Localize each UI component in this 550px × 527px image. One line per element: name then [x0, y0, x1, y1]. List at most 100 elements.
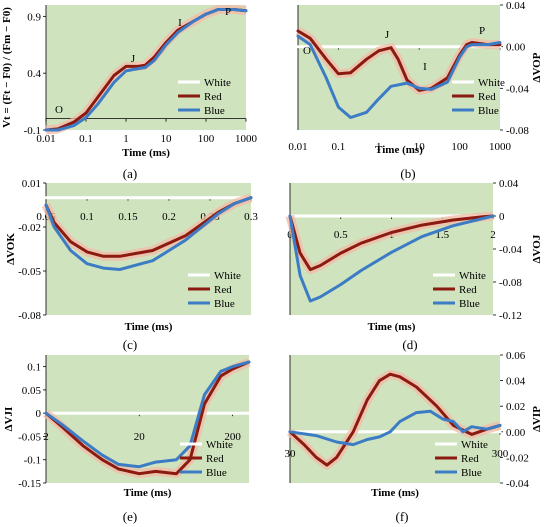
panel-caption: (a): [123, 166, 137, 181]
legend-label-red: Red: [459, 284, 477, 296]
y-tick-label: -0.15: [18, 478, 41, 490]
panel-f: 0.06 0.04 0.02 0.00 -0.02 -0.04 30 300 White Red B…: [285, 350, 544, 524]
x-tick-label: 2: [43, 431, 49, 443]
y-tick-label: -0.08: [506, 125, 529, 137]
y-tick-label: -0.04: [499, 244, 522, 256]
y-tick-label: -0.1: [24, 125, 41, 137]
y-tick-label: -0.02: [18, 222, 41, 234]
panel-caption: (e): [123, 509, 137, 524]
x-tick-label: 0: [287, 229, 293, 241]
series-blue: [288, 214, 495, 303]
y-axis-title: ΔVOJ: [531, 234, 543, 263]
x-axis-title: Time (ms): [124, 487, 172, 499]
annotation-j: J: [385, 29, 390, 41]
panel-d: 0.040-0.04-0.08-0.120 0.5 1 1.5 2WhiteRedBlu…: [285, 178, 543, 352]
y-tick-label: 0.02: [506, 401, 525, 413]
legend-label-blue: Blue: [206, 467, 227, 479]
series-blue: [44, 196, 253, 271]
legend-label-white: White: [204, 77, 231, 89]
x-tick-label: 2: [490, 229, 496, 241]
legend-label-blue: Blue: [204, 105, 225, 117]
y-axis-title: ΔVIP: [531, 406, 543, 432]
y-axis-title: ΔVJI: [3, 407, 15, 432]
panel-caption: (f): [396, 509, 409, 524]
x-tick-label: 20: [134, 431, 146, 443]
annotation-i: I: [178, 17, 182, 29]
x-tick-label: 0.01: [36, 133, 55, 145]
annotation-j: J: [131, 53, 136, 65]
y-tick-label: -0.05: [18, 266, 41, 278]
x-tick-label: 100: [451, 141, 468, 153]
series-blue: [44, 8, 248, 132]
x-tick-label: 1: [123, 133, 129, 145]
y-tick-label: 0.00: [506, 42, 526, 54]
y-tick-label: -0.02: [506, 452, 529, 464]
x-tick-label: 200: [224, 431, 241, 443]
legend-label-red: Red: [214, 284, 232, 296]
annotation-o: O: [303, 45, 311, 57]
y-tick-label: 0.04: [506, 0, 526, 12]
x-tick-label: 300: [492, 448, 509, 460]
panel-c: 0.01-0.02-0.05-0.080.05 0.1 0.15 0.2 0.25 0.3…: [5, 178, 258, 352]
series-blue: [296, 34, 502, 119]
legend-label-white: White: [206, 439, 233, 451]
x-axis-title: Time (ms): [368, 321, 416, 333]
x-axis-title: Time (ms): [375, 144, 423, 156]
y-tick-label: 0.04: [506, 376, 526, 388]
y-tick-label: -0.08: [499, 277, 522, 289]
panel-a: -0.1 0.4 0.9 0.01 0.1 1 10 100 1000 O J I P White Red B…: [1, 5, 258, 181]
legend-label-blue: Blue: [214, 298, 235, 310]
y-axis-title: Vt = (Ft − F0) / (Fm − F0): [1, 7, 13, 128]
y-tick-label: -0.05: [18, 431, 41, 443]
legend-label-blue: Blue: [459, 298, 480, 310]
x-tick-label: 0.1: [79, 133, 93, 145]
x-axis-title: Time (ms): [122, 147, 170, 159]
annotation-o: O: [55, 104, 63, 116]
legend-label-white: White: [214, 270, 241, 282]
panel-b: 0.04 0.00 -0.04 -0.08 0.01 0.1 1 10 100 1000 O J I P W…: [288, 0, 543, 181]
y-tick-label: -0.1: [24, 455, 41, 467]
y-tick-label: -0.08: [18, 310, 41, 322]
y-tick-label: 0.9: [27, 11, 41, 23]
legend-label-red: Red: [478, 91, 496, 103]
annotation-i: I: [423, 61, 427, 73]
x-axis-title: Time (ms): [371, 487, 419, 499]
x-tick-label: 10: [414, 141, 426, 153]
panel-caption: (c): [123, 337, 137, 352]
series-blue: [288, 409, 502, 447]
x-tick-label: 0.3: [244, 211, 258, 223]
x-tick-label: 0.01: [288, 141, 307, 153]
legend-label-red: Red: [461, 453, 479, 465]
legend-label-white: White: [461, 439, 488, 451]
x-tick-label: 1000: [489, 141, 512, 153]
y-tick-label: 0.01: [22, 178, 41, 190]
x-tick-label: 1: [376, 141, 382, 153]
plot-area: [290, 183, 493, 315]
y-tick-label: 0.04: [499, 178, 519, 190]
annotation-p: P: [225, 6, 231, 18]
legend-label-white: White: [478, 77, 505, 89]
x-tick-label: 0.15: [118, 211, 138, 223]
series-blue: [44, 360, 251, 469]
y-tick-label: 0: [36, 408, 42, 420]
y-tick-label: 0.4: [27, 68, 41, 80]
plot-area: [46, 355, 249, 483]
legend-label-red: Red: [204, 91, 222, 103]
legend-label-blue: Blue: [478, 105, 499, 117]
x-tick-label: 0.1: [80, 211, 94, 223]
y-axis-title: ΔVOK: [5, 233, 17, 265]
y-axis-title: ΔVOP: [531, 52, 543, 82]
y-tick-label: 0.05: [22, 385, 42, 397]
x-tick-label: 0.5: [334, 229, 348, 241]
annotation-p: P: [479, 25, 485, 37]
series-red: [288, 214, 495, 272]
y-tick-label: -0.04: [506, 478, 529, 490]
legend-label-red: Red: [206, 453, 224, 465]
panel-caption: (b): [400, 166, 415, 181]
x-axis-title: Time (ms): [125, 321, 173, 333]
y-tick-label: 0.00: [506, 427, 526, 439]
y-tick-label: -0.12: [499, 310, 522, 322]
y-tick-label: -0.04: [506, 83, 529, 95]
